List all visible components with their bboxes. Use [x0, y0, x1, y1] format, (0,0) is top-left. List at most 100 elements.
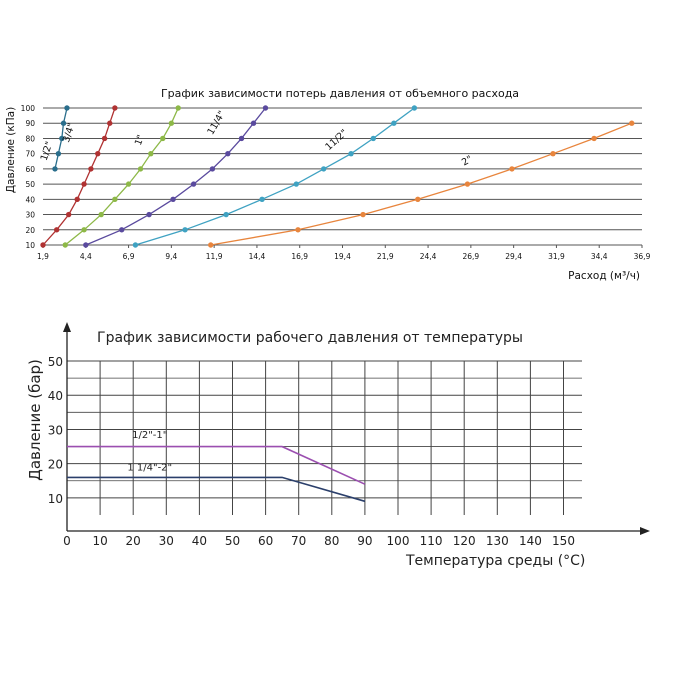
chart1-data-point: [59, 135, 65, 142]
chart2-x-tick-label: 10: [92, 534, 107, 548]
chart1-title: График зависимости потерь давления от об…: [161, 87, 519, 100]
chart1-data-point: [415, 196, 421, 203]
chart1-data-point: [107, 120, 113, 126]
working-pressure-chart: График зависимости рабочего давления от …: [26, 322, 650, 569]
chart1-data-point: [88, 166, 94, 172]
chart1-data-point: [209, 166, 216, 172]
chart2-x-tick-label: 60: [258, 534, 273, 548]
chart2-series-label-0: 1/2"-1": [132, 430, 167, 441]
chart1-data-point: [238, 135, 245, 142]
chart1-data-point: [132, 242, 139, 248]
chart1-data-point: [175, 105, 181, 111]
chart2-x-tick-label: 50: [225, 534, 240, 548]
chart1-data-point: [360, 211, 366, 218]
chart1-data-point: [411, 105, 418, 111]
chart1-data-point: [464, 181, 471, 187]
chart1-data-point: [101, 135, 108, 142]
chart1-x-tick-label: 16,9: [291, 252, 308, 261]
chart1-y-axis-label: Давление (кПа): [5, 107, 17, 193]
chart2-x-tick-label: 0: [63, 534, 71, 548]
chart1-x-tick-label: 11,9: [206, 252, 223, 261]
chart2-title: График зависимости рабочего давления от …: [97, 330, 523, 346]
chart1-data-point: [629, 120, 635, 126]
chart1-data-point: [65, 211, 72, 218]
chart2-x-tick-label: 20: [126, 534, 141, 548]
chart2-x-tick-label: 120: [453, 534, 476, 548]
chart1-data-point: [81, 181, 87, 187]
chart1-data-point: [591, 135, 597, 142]
chart1-data-point: [225, 150, 231, 157]
chart1-x-tick-label: 34,4: [591, 252, 608, 261]
chart2-y-tick-label: 40: [48, 389, 63, 403]
chart1-data-point: [55, 150, 62, 157]
chart1-data-point: [52, 166, 58, 172]
chart1-data-point: [146, 211, 152, 218]
chart1-data-point: [74, 196, 80, 203]
pressure-loss-chart: График зависимости потерь давления от об…: [5, 87, 651, 282]
chart1-data-point: [320, 166, 327, 172]
chart1-data-point: [208, 242, 214, 248]
chart1-x-tick-label: 19,4: [334, 252, 351, 261]
chart1-series-line-4: [135, 107, 415, 246]
chart1-data-point: [550, 150, 556, 157]
chart2-x-tick-label: 70: [291, 534, 306, 548]
chart2-x-tick-label: 140: [519, 534, 542, 548]
chart1-x-tick-label: 36,9: [634, 252, 651, 261]
chart1-data-point: [509, 166, 515, 172]
chart1-x-tick-label: 26,9: [463, 252, 480, 261]
chart1-data-point: [259, 196, 265, 203]
chart1-data-point: [40, 242, 46, 248]
chart2-y-tick-label: 10: [48, 492, 63, 506]
chart1-data-point: [64, 105, 70, 111]
chart1-x-tick-label: 24,4: [420, 252, 437, 261]
chart1-series: [40, 105, 635, 248]
chart1-data-point: [168, 120, 175, 126]
chart1-data-point: [160, 135, 166, 142]
chart2-y-axis-label: Давление (бар): [26, 359, 44, 481]
chart1-data-point: [170, 196, 176, 203]
chart1-data-point: [250, 120, 257, 126]
chart1-data-point: [223, 211, 229, 218]
chart1-y-ticks: 10 20 30 40 50 60 70 80 90 100: [21, 104, 36, 250]
chart1-data-point: [262, 105, 269, 111]
chart1-x-tick-label: 31,9: [548, 252, 565, 261]
chart1-x-tick-label: 21,9: [377, 252, 394, 261]
chart1-data-point: [293, 181, 299, 187]
chart1-series-label-0: 1/2": [39, 140, 56, 162]
chart1-data-point: [83, 242, 89, 248]
chart1-data-point: [112, 196, 118, 203]
chart1-y-tick-label: 90: [25, 119, 35, 128]
chart2-series: [67, 445, 366, 503]
chart2-x-tick-label: 110: [420, 534, 443, 548]
chart1-data-point: [348, 150, 354, 157]
chart2-axes: [63, 322, 650, 535]
chart1-y-tick-label: 60: [25, 165, 35, 174]
chart1-y-tick-label: 20: [25, 226, 35, 235]
chart1-data-point: [125, 181, 132, 187]
chart1-data-point: [148, 150, 154, 157]
chart1-y-tick-label: 40: [25, 195, 35, 204]
chart2-series-line-0: [67, 445, 366, 485]
chart1-y-tick-label: 70: [25, 150, 35, 159]
chart1-x-axis-label: Расход (м³/ч): [568, 270, 640, 282]
chart1-y-tick-label: 80: [25, 134, 35, 143]
chart1-series-label-2: 1": [133, 134, 147, 148]
chart2-y-tick-label: 30: [48, 423, 63, 437]
chart1-x-ticks: 1,9 4,4 6,9 9,4 11,9 14,4 16,9 19,4 21,9 24,4 26,9…: [37, 245, 651, 261]
chart1-y-tick-label: 10: [25, 241, 35, 250]
chart2-y-ticks: 10 20 30 40 50: [48, 355, 63, 506]
chart1-x-tick-label: 14,4: [249, 252, 266, 261]
chart1-data-point: [60, 120, 67, 126]
chart2-x-tick-label: 80: [324, 534, 339, 548]
chart2-x-tick-label: 150: [552, 534, 575, 548]
chart1-y-tick-label: 30: [25, 211, 35, 220]
chart2-x-axis-label: Температура среды (°C): [405, 553, 585, 569]
chart2-x-axis-arrow: [640, 527, 650, 535]
chart2-grid: [67, 360, 582, 515]
chart1-data-point: [137, 166, 144, 172]
chart1-y-tick-label: 100: [21, 104, 36, 113]
chart2-series-line-1: [67, 476, 366, 503]
chart1-series-label-5: 2": [460, 154, 475, 169]
chart1-x-tick-label: 6,9: [123, 252, 135, 261]
